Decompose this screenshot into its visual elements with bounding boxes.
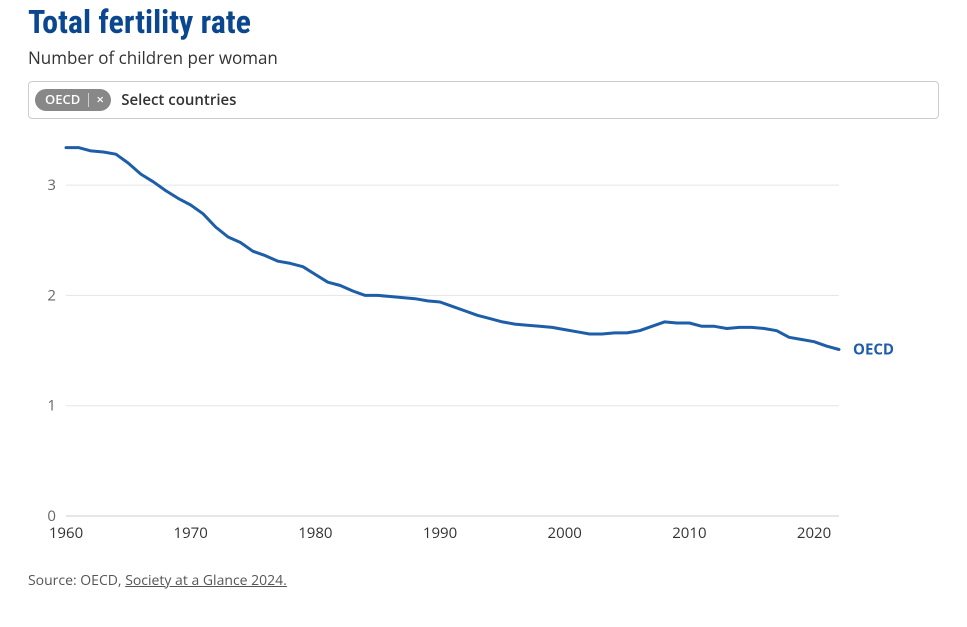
chip-remove-icon[interactable]: ×: [93, 93, 107, 107]
series-label-oecd: OECD: [853, 339, 894, 359]
chart-title: Total fertility rate: [28, 6, 939, 40]
selected-chip-oecd[interactable]: OECD ×: [35, 89, 111, 111]
x-tick-label: 1970: [174, 523, 208, 543]
x-tick-label: 2010: [672, 523, 706, 543]
country-select-placeholder: Select countries: [121, 90, 236, 110]
x-tick-label: 2000: [548, 523, 582, 543]
chart-svg: 01231960197019801990200020102020OECD: [28, 131, 939, 551]
x-tick-label: 1980: [298, 523, 332, 543]
chip-label: OECD: [45, 93, 80, 106]
y-tick-label: 2: [47, 285, 56, 305]
chart-subtitle: Number of children per woman: [28, 46, 939, 69]
source-link[interactable]: Society at a Glance 2024.: [125, 571, 287, 590]
x-tick-label: 2020: [797, 523, 831, 543]
source-line: Source: OECD, Society at a Glance 2024.: [28, 571, 939, 590]
x-tick-label: 1990: [423, 523, 457, 543]
source-prefix: Source: OECD,: [28, 571, 125, 590]
chip-divider: [88, 93, 89, 107]
x-tick-label: 1960: [49, 523, 83, 543]
country-select[interactable]: OECD × Select countries: [28, 81, 939, 119]
y-tick-label: 1: [47, 395, 56, 415]
series-line-oecd: [66, 147, 839, 349]
line-chart: 01231960197019801990200020102020OECD: [28, 131, 939, 561]
y-tick-label: 3: [47, 175, 56, 195]
